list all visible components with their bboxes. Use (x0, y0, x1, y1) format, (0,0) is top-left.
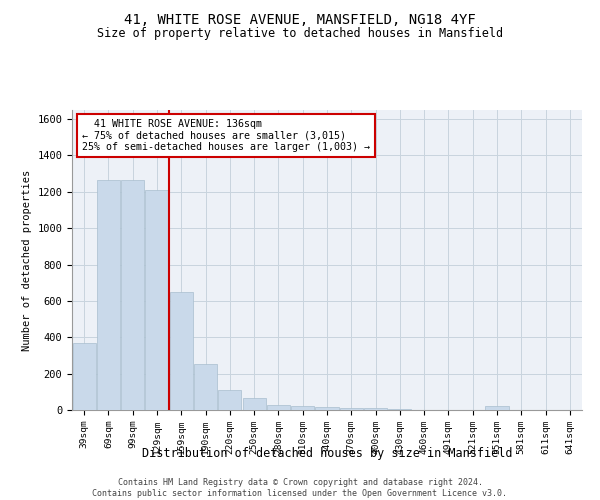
Bar (340, 408, 363, 410)
Bar (291, 406, 314, 410)
Bar (485, 406, 509, 410)
Bar (242, 398, 266, 410)
Bar (73, 342, 95, 410)
Text: Distribution of detached houses by size in Mansfield: Distribution of detached houses by size … (142, 448, 512, 460)
Text: 41 WHITE ROSE AVENUE: 136sqm
← 75% of detached houses are smaller (3,015)
25% of: 41 WHITE ROSE AVENUE: 136sqm ← 75% of de… (82, 119, 370, 152)
Text: Contains HM Land Registry data © Crown copyright and database right 2024.
Contai: Contains HM Land Registry data © Crown c… (92, 478, 508, 498)
Bar (267, 404, 290, 410)
Bar (364, 408, 387, 410)
Bar (194, 364, 217, 410)
Y-axis label: Number of detached properties: Number of detached properties (22, 170, 32, 350)
Bar (97, 180, 120, 410)
Text: 41, WHITE ROSE AVENUE, MANSFIELD, NG18 4YF: 41, WHITE ROSE AVENUE, MANSFIELD, NG18 4… (124, 12, 476, 26)
Bar (170, 292, 193, 410)
Bar (121, 180, 144, 410)
Text: Size of property relative to detached houses in Mansfield: Size of property relative to detached ho… (97, 28, 503, 40)
Bar (145, 190, 169, 410)
Bar (388, 409, 412, 410)
Bar (218, 390, 241, 410)
Bar (316, 408, 338, 410)
